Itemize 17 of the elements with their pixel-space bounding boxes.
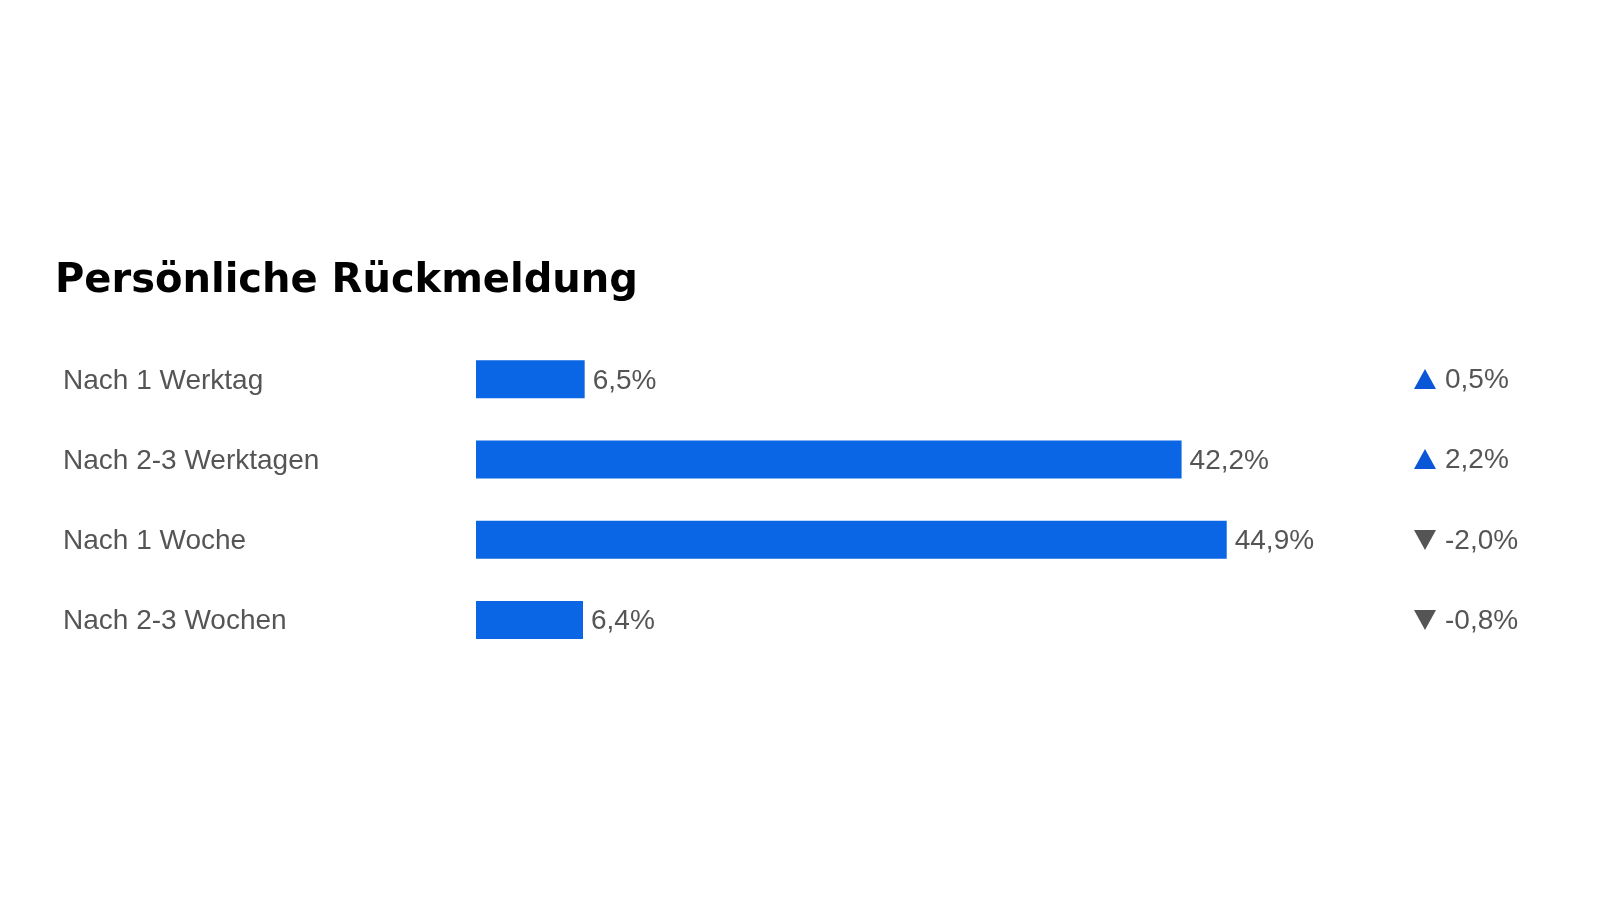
bar — [476, 600, 584, 639]
data-label: 6,5% — [592, 363, 657, 395]
y-tick-label: Nach 2-3 Wochen — [63, 604, 287, 636]
y-tick-label: Nach 2-3 Werktagen — [63, 443, 320, 475]
y-tick-label: Nach 1 Werktag — [63, 363, 264, 395]
bar — [476, 520, 1227, 559]
bar — [476, 360, 585, 399]
text: 0,5% — [1445, 363, 1509, 396]
bar — [476, 440, 1182, 479]
data-label: 6,4% — [591, 604, 655, 636]
text: 2,2% — [1445, 443, 1509, 476]
data-label: 44,9% — [1234, 524, 1315, 556]
text: -2,0% — [1445, 523, 1519, 556]
chart-title: Persönliche Rückmeldung — [55, 255, 638, 301]
data-label: 42,2% — [1189, 443, 1269, 475]
text: -0,8% — [1445, 603, 1519, 636]
y-tick-label: Nach 1 Woche — [63, 524, 247, 556]
